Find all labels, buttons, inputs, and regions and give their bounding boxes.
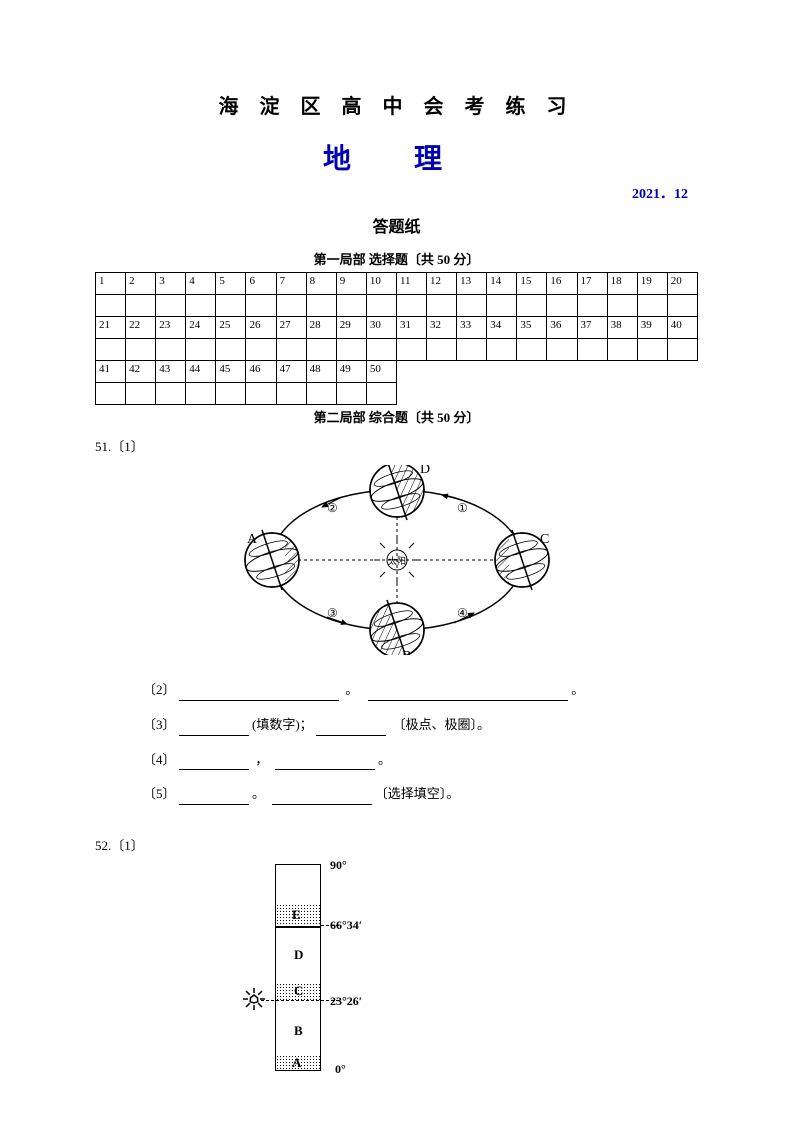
grid-cell: 15 xyxy=(517,273,547,295)
blank-input[interactable] xyxy=(179,791,249,805)
q51-line5: 〔5〕 。 〔选择填空〕。 xyxy=(143,784,698,805)
grid-cell: 17 xyxy=(577,273,607,295)
grid-cell: 4 xyxy=(186,273,216,295)
grid-cell: 38 xyxy=(607,317,637,339)
grid-cell: 39 xyxy=(637,317,667,339)
grid-cell: 24 xyxy=(186,317,216,339)
grid-cell: 14 xyxy=(487,273,517,295)
date-label: 2021．12 xyxy=(95,183,698,203)
grid-cell: 34 xyxy=(487,317,517,339)
grid-cell: 8 xyxy=(306,273,336,295)
section2-header: 第二局部 综合题〔共 50 分〕 xyxy=(95,407,698,426)
grid-cell: 46 xyxy=(246,361,276,383)
grid-cell: 13 xyxy=(457,273,487,295)
grid-cell[interactable] xyxy=(96,295,126,317)
grid-cell: 22 xyxy=(126,317,156,339)
grid-cell: 28 xyxy=(306,317,336,339)
grid-header-row-2: 21 22 23 24 25 26 27 28 29 30 31 32 33 3… xyxy=(96,317,698,339)
blank-input[interactable] xyxy=(179,722,249,736)
grid-cell: 23 xyxy=(156,317,186,339)
grid-cell: 11 xyxy=(396,273,426,295)
grid-cell: 27 xyxy=(276,317,306,339)
answer-sheet-title: 答题纸 xyxy=(95,213,698,237)
blank-input[interactable] xyxy=(316,722,386,736)
sun-icon xyxy=(241,986,267,1012)
grid-cell: 20 xyxy=(667,273,697,295)
svg-text:D: D xyxy=(420,465,430,477)
grid-cell: 12 xyxy=(427,273,457,295)
grid-cell: 1 xyxy=(96,273,126,295)
grid-cell: 32 xyxy=(427,317,457,339)
grid-cell: 40 xyxy=(667,317,697,339)
grid-cell: 16 xyxy=(547,273,577,295)
q51-line4: 〔4〕 ， 。 xyxy=(143,750,698,771)
grid-cell: 35 xyxy=(517,317,547,339)
grid-cell: 5 xyxy=(216,273,246,295)
grid-header-row-1: 1 2 3 4 5 6 7 8 9 10 11 12 13 14 15 16 1… xyxy=(96,273,698,295)
svg-text:A: A xyxy=(247,532,258,547)
grid-cell: 41 xyxy=(96,361,126,383)
grid-cell: 47 xyxy=(276,361,306,383)
grid-cell: 19 xyxy=(637,273,667,295)
grid-cell: 29 xyxy=(336,317,366,339)
grid-cell: 49 xyxy=(336,361,366,383)
grid-cell: 3 xyxy=(156,273,186,295)
grid-cell: 9 xyxy=(336,273,366,295)
grid-cell: 36 xyxy=(547,317,577,339)
grid-answer-row-2 xyxy=(96,339,698,361)
grid-cell: 18 xyxy=(607,273,637,295)
grid-cell: 6 xyxy=(246,273,276,295)
q51-line2: 〔2〕 。 。 xyxy=(143,680,698,701)
svg-text:①: ① xyxy=(457,501,468,515)
grid-cell: 48 xyxy=(306,361,336,383)
blank-input[interactable] xyxy=(275,756,375,770)
q51-diagram: 太阳 A C xyxy=(95,465,698,660)
grid-cell: 43 xyxy=(156,361,186,383)
svg-text:④: ④ xyxy=(457,606,468,620)
grid-cell: 30 xyxy=(366,317,396,339)
grid-cell: 7 xyxy=(276,273,306,295)
q51-label: 51.〔1〕 xyxy=(95,436,698,455)
grid-cell: 45 xyxy=(216,361,246,383)
grid-cell: 50 xyxy=(366,361,396,383)
section1-header: 第一局部 选择题〔共 50 分〕 xyxy=(95,249,698,268)
svg-text:②: ② xyxy=(327,501,338,515)
grid-cell: 26 xyxy=(246,317,276,339)
blank-input[interactable] xyxy=(368,687,568,701)
grid-cell: 21 xyxy=(96,317,126,339)
grid-cell: 42 xyxy=(126,361,156,383)
grid-cell: 37 xyxy=(577,317,607,339)
q52-diagram: E D C B A 90° 66°34′ 23°26′ 0° xyxy=(235,864,455,1084)
svg-text:B: B xyxy=(402,649,411,655)
title-subject: 地 理 xyxy=(95,137,698,177)
blank-input[interactable] xyxy=(272,791,372,805)
svg-text:C: C xyxy=(540,532,549,547)
answer-grid: 1 2 3 4 5 6 7 8 9 10 11 12 13 14 15 16 1… xyxy=(95,272,698,405)
grid-answer-row-1 xyxy=(96,295,698,317)
grid-cell: 2 xyxy=(126,273,156,295)
blank-input[interactable] xyxy=(179,756,249,770)
title-main: 海 淀 区 高 中 会 考 练 习 xyxy=(95,90,698,119)
grid-cell: 33 xyxy=(457,317,487,339)
grid-cell: 25 xyxy=(216,317,246,339)
grid-cell: 44 xyxy=(186,361,216,383)
q51-line3: 〔3〕 (填数字)； 〔极点、极圈〕。 xyxy=(143,715,698,736)
grid-cell: 10 xyxy=(366,273,396,295)
blank-input[interactable] xyxy=(179,687,339,701)
q52-label: 52.〔1〕 xyxy=(95,835,698,854)
grid-header-row-3: 41 42 43 44 45 46 47 48 49 50 xyxy=(96,361,698,383)
grid-cell: 31 xyxy=(396,317,426,339)
